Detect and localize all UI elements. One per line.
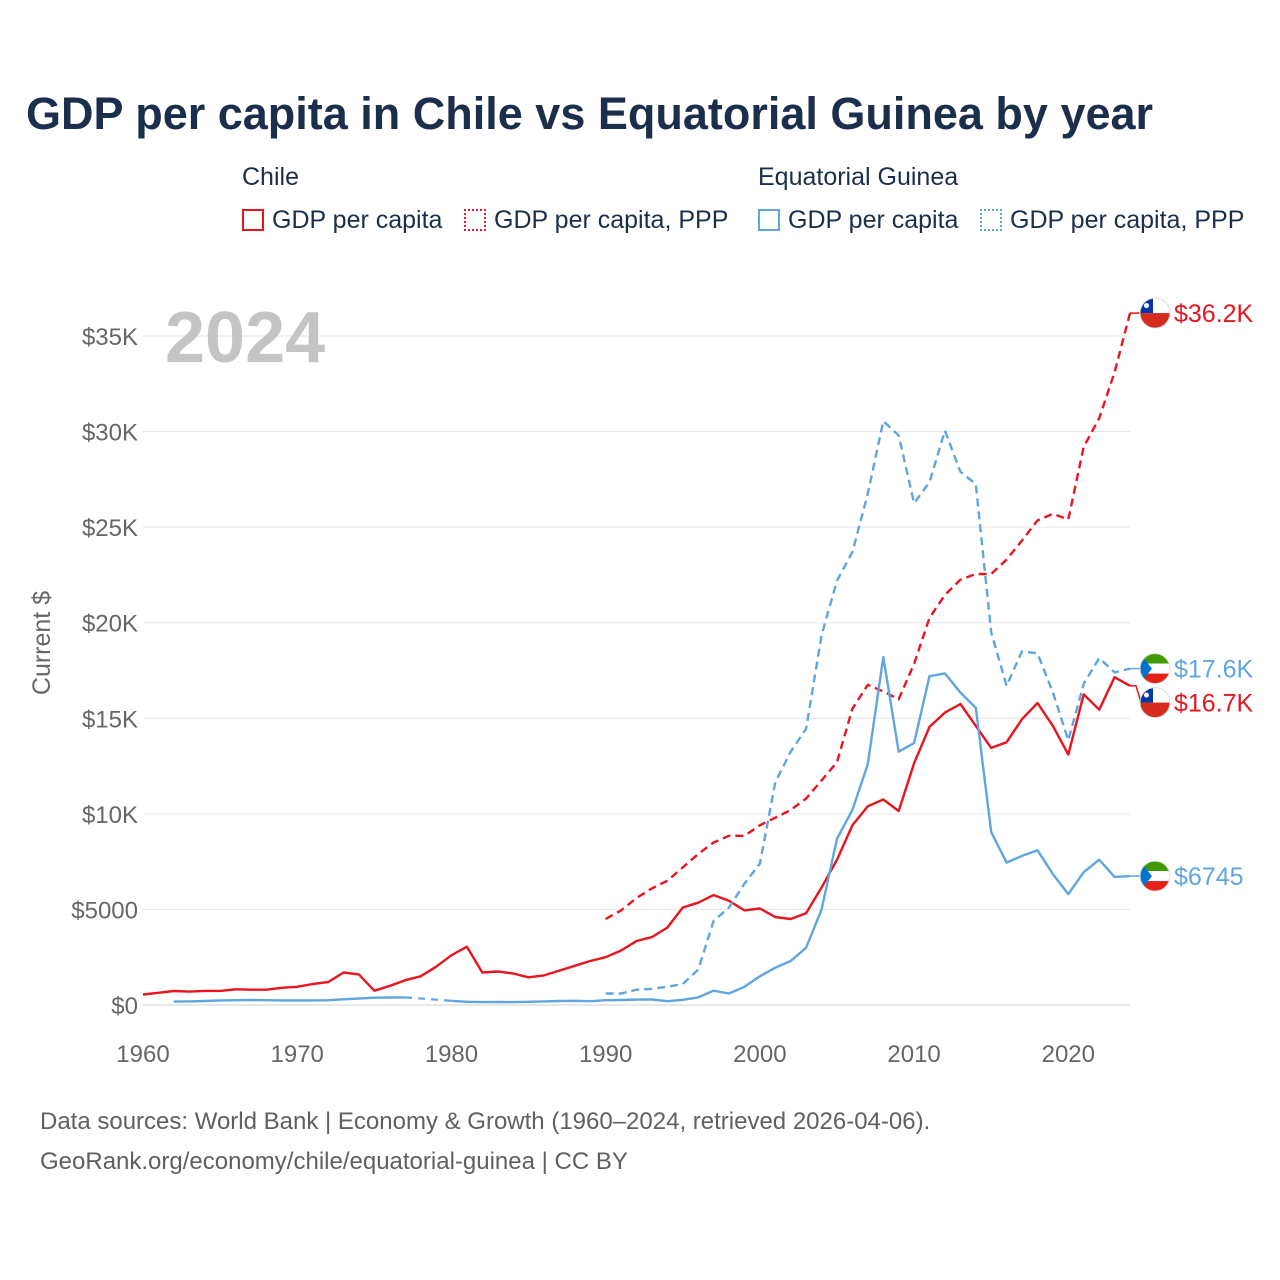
footer-sources: Data sources: World Bank | Economy & Gro…: [40, 1108, 931, 1135]
year-watermark: 2024: [165, 298, 325, 378]
legend-label-chile-ppp: GDP per capita, PPP: [494, 205, 729, 234]
legend-label-eg-ppp: GDP per capita, PPP: [1010, 205, 1245, 234]
end-value-label: $17.6K: [1174, 656, 1254, 684]
legend-swatch-eg-ppp: [980, 209, 1002, 231]
legend-label-chile-gdp: GDP per capita: [272, 205, 443, 234]
y-tick-label: $0: [111, 993, 138, 1020]
x-tick-label: 1980: [425, 1041, 478, 1068]
legend-item-eg-gdp[interactable]: GDP per capita: [758, 204, 958, 236]
y-tick-label: $5000: [71, 897, 138, 924]
series-line-0: [142, 676, 1131, 996]
y-tick-labels: $0 $5000 $10K $15K $20K $25K $30K $35K: [71, 324, 138, 1020]
chile-flag-icon: [1139, 687, 1171, 719]
series-line-2: [173, 996, 406, 1003]
grid-layer: [143, 335, 1130, 1006]
equatorial-guinea-flag-icon: [1139, 653, 1171, 685]
end-labels: $16.7K $36.2K $6745 $17.6K: [1130, 297, 1254, 892]
footer-attribution[interactable]: GeoRank.org/economy/chile/equatorial-gui…: [40, 1148, 628, 1175]
series-line-2: [451, 655, 1131, 1004]
legend-item-chile-ppp[interactable]: GDP per capita, PPP: [464, 204, 728, 236]
y-tick-label: $25K: [82, 515, 138, 542]
x-tick-label: 1990: [579, 1041, 632, 1068]
y-axis-title: Current $: [28, 591, 56, 695]
series-gap-2: [405, 996, 452, 1002]
end-value-label: $36.2K: [1174, 300, 1254, 328]
legend-item-eg-ppp[interactable]: GDP per capita, PPP: [980, 204, 1244, 236]
x-tick-label: 2020: [1042, 1041, 1095, 1068]
legend-swatch-chile-ppp: [464, 209, 486, 231]
series-line-3: [605, 419, 1131, 995]
end-value-label: $16.7K: [1174, 690, 1254, 718]
legend-label-eg-gdp: GDP per capita: [788, 205, 959, 234]
x-tick-labels: 1960 1970 1980 1990 2000 2010 2020: [116, 1041, 1095, 1068]
series-line-1: [605, 312, 1132, 921]
x-tick-label: 1970: [271, 1041, 324, 1068]
y-tick-label: $35K: [82, 324, 138, 351]
legend-swatch-chile-gdp: [242, 209, 264, 231]
legend-group-chile: Chile: [242, 163, 299, 191]
y-tick-label: $10K: [82, 802, 138, 829]
end-value-label: $6745: [1174, 863, 1244, 891]
y-tick-label: $20K: [82, 611, 138, 638]
x-tick-label: 1960: [116, 1041, 169, 1068]
legend-swatch-eg-gdp: [758, 209, 780, 231]
x-tick-label: 2000: [733, 1041, 786, 1068]
legend-group-equatorial-guinea: Equatorial Guinea: [758, 163, 959, 191]
y-tick-label: $30K: [82, 420, 138, 447]
legend-item-chile-gdp[interactable]: GDP per capita: [242, 204, 442, 236]
chile-flag-icon: [1139, 297, 1171, 329]
equatorial-guinea-flag-icon: [1139, 860, 1171, 892]
chart-title: GDP per capita in Chile vs Equatorial Gu…: [26, 88, 1154, 139]
x-tick-label: 2010: [887, 1041, 940, 1068]
y-tick-label: $15K: [82, 706, 138, 733]
end-connector: [1130, 685, 1142, 703]
series-layer: [142, 312, 1132, 1004]
